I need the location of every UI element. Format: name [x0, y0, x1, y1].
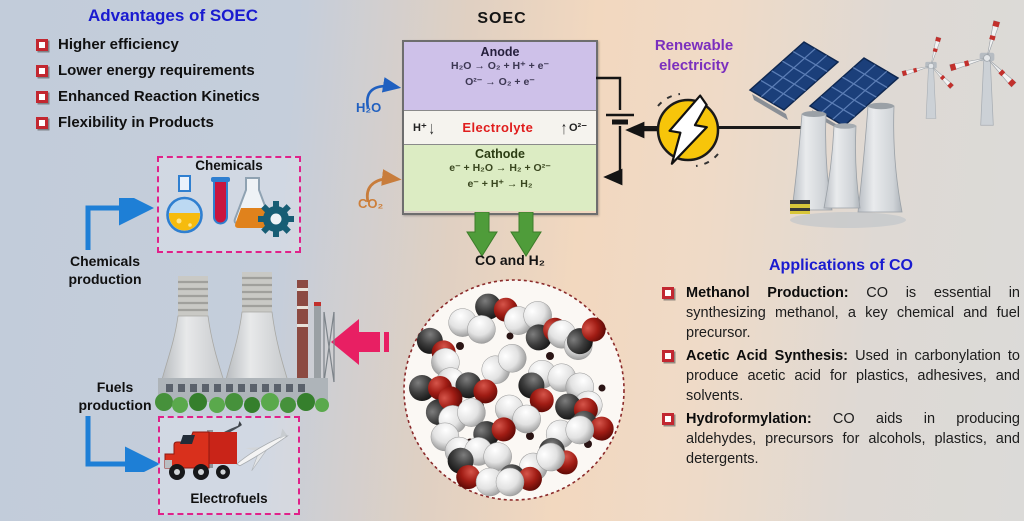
application-body: Used in carbonylation to produce acetic … [686, 348, 1021, 404]
up-arrow-icon: ↑ [560, 117, 567, 138]
electrolyte-layer: H⁺ ↓ Electrolyte ↑ O²⁻ [404, 111, 596, 145]
anode-label: Anode [480, 45, 520, 59]
application-body: CO is essential in synthesizing methanol… [686, 285, 1020, 341]
applications-title: Applications of CO [769, 257, 913, 274]
cathode-reaction-1: e⁻ + H₂O → H₂ + O²⁻ [449, 162, 551, 174]
power-plant-towers-icon [790, 102, 906, 228]
advantage-label: Higher efficiency [58, 36, 179, 53]
fuels-production-line1: Fuels [96, 379, 134, 395]
chemistry-flasks-icon [166, 175, 294, 237]
syngas-to-factory-arrow [331, 319, 389, 365]
bullet-square-icon [36, 38, 48, 51]
application-text: Hydroformylation: CO aids in producing a… [686, 409, 1020, 469]
proton-label: H⁺ [413, 122, 427, 134]
truck-icon [164, 430, 237, 480]
anode-layer: Anode H₂O → O₂ + H⁺ + e⁻ O²⁻ → O₂ + e⁻ [404, 42, 596, 111]
bullet-square-icon [36, 116, 48, 129]
oxide-transport: ↑ O²⁻ [561, 117, 587, 138]
bullet-square-icon [662, 350, 674, 362]
electrofuels-box-label: Electrofuels [190, 491, 268, 506]
advantage-item: Enhanced Reaction Kinetics [36, 88, 334, 105]
advantage-label: Lower energy requirements [58, 62, 255, 79]
co2-input-label: CO₂ [358, 196, 384, 211]
co2-input-arrow [365, 169, 402, 203]
gear-icon [258, 201, 294, 237]
chemicals-production-label: Chemicals production [42, 252, 168, 288]
gas-output-arrows [466, 212, 542, 257]
advantages-panel: Advantages of SOEC Higher efficiency Low… [12, 6, 334, 140]
renewable-electricity-label: Renewable electricity [636, 36, 752, 77]
factory-to-chemicals-arrow [85, 198, 154, 250]
bullet-square-icon [662, 287, 674, 299]
fuels-production-label: Fuels production [52, 378, 178, 414]
cathode-label: Cathode [475, 147, 525, 161]
chemicals-production-line1: Chemicals [69, 253, 141, 269]
chemicals-production-line2: production [68, 271, 142, 288]
applications-panel: Applications of CO Methanol Production: … [662, 257, 1020, 472]
water-input-arrow [366, 77, 402, 109]
advantage-item: Higher efficiency [36, 36, 334, 53]
application-keyword: Acetic Acid Synthesis: [686, 348, 848, 364]
application-body: CO aids in producing aldehydes, precurso… [686, 411, 1020, 467]
application-item: Acetic Acid Synthesis: Used in carbonyla… [662, 346, 1020, 406]
truck-and-plane-icon [164, 420, 289, 480]
advantage-item: Lower energy requirements [36, 62, 334, 79]
renewable-line1: Renewable [654, 37, 734, 54]
factory-icon [155, 272, 335, 413]
bullet-square-icon [36, 90, 48, 103]
application-text: Acetic Acid Synthesis: Used in carbonyla… [686, 346, 1020, 406]
advantages-title: Advantages of SOEC [87, 6, 259, 25]
airplane-icon [236, 428, 289, 471]
soec-cell-title: SOEC [477, 10, 527, 27]
application-text: Methanol Production: CO is essential in … [686, 283, 1020, 343]
bullet-square-icon [662, 413, 674, 425]
lightning-bolt-icon [656, 93, 720, 167]
application-keyword: Hydroformylation: [686, 411, 812, 427]
cathode-layer: Cathode e⁻ + H₂O → H₂ + O²⁻ e⁻ + H⁺ → H₂ [404, 145, 596, 211]
chemicals-box-label: Chemicals [195, 158, 263, 173]
application-keyword: Methanol Production: [686, 285, 849, 301]
factory-to-fuels-arrow [85, 416, 160, 472]
electrolyte-label: Electrolyte [462, 120, 534, 135]
application-item: Methanol Production: CO is essential in … [662, 283, 1020, 343]
trees-icon [155, 393, 329, 413]
cathode-reaction-2: e⁻ + H⁺ → H₂ [467, 177, 533, 190]
wind-turbines-icon [893, 16, 1024, 158]
advantage-item: Flexibility in Products [36, 114, 334, 131]
soec-cell-diagram: Anode H₂O → O₂ + H⁺ + e⁻ O²⁻ → O₂ + e⁻ H… [402, 40, 598, 215]
power-line [640, 126, 806, 129]
co-h2-molecules-icon [403, 279, 625, 501]
bullet-square-icon [36, 64, 48, 77]
syngas-label: CO and H₂ [475, 252, 545, 268]
down-arrow-icon: ↓ [428, 117, 435, 138]
proton-transport: H⁺ ↓ [413, 117, 435, 138]
electrofuels-box: Electrofuels [158, 416, 300, 515]
oxide-label: O²⁻ [568, 122, 587, 134]
chemicals-box: Chemicals [157, 156, 301, 253]
advantage-label: Flexibility in Products [58, 114, 214, 131]
application-item: Hydroformylation: CO aids in producing a… [662, 409, 1020, 469]
fuels-production-line2: production [78, 397, 152, 414]
advantage-label: Enhanced Reaction Kinetics [58, 88, 260, 105]
anode-reaction-2: O²⁻ → O₂ + e⁻ [465, 75, 535, 88]
anode-reaction-1: H₂O → O₂ + H⁺ + e⁻ [450, 60, 550, 72]
renewable-line2: electricity [658, 57, 730, 75]
